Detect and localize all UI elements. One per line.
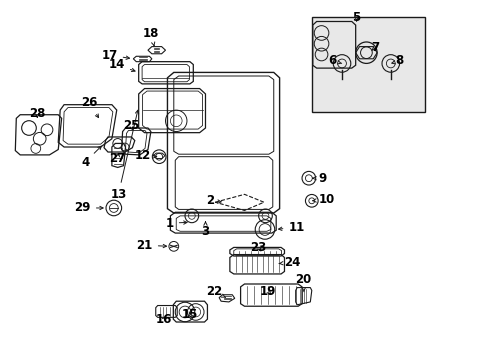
Text: 22: 22 [206, 285, 225, 298]
Text: 25: 25 [123, 119, 139, 132]
Text: 5: 5 [352, 12, 360, 24]
Text: 12: 12 [134, 149, 157, 162]
Text: 9: 9 [312, 172, 326, 185]
Text: 20: 20 [295, 273, 311, 292]
Text: 10: 10 [312, 193, 334, 206]
Text: 1: 1 [165, 216, 186, 230]
Text: 15: 15 [182, 308, 198, 321]
Text: 3: 3 [201, 222, 209, 238]
Text: 4: 4 [81, 146, 101, 168]
Text: 16: 16 [155, 313, 171, 327]
Text: 17: 17 [102, 49, 129, 62]
Text: 14: 14 [108, 58, 135, 72]
Text: 13: 13 [110, 110, 139, 201]
Text: 2: 2 [206, 194, 221, 207]
Text: 19: 19 [259, 285, 276, 298]
Text: 28: 28 [29, 107, 45, 120]
Text: 18: 18 [142, 27, 159, 46]
Text: 27: 27 [109, 152, 125, 165]
Text: 24: 24 [278, 256, 300, 269]
Bar [311, 17, 424, 112]
Text: 7: 7 [370, 41, 379, 54]
Text: 8: 8 [391, 54, 403, 67]
Text: 29: 29 [74, 202, 103, 215]
Text: 23: 23 [250, 241, 266, 254]
Text: 21: 21 [136, 239, 166, 252]
Text: 11: 11 [278, 221, 304, 234]
Text: 6: 6 [327, 54, 341, 67]
Text: 26: 26 [81, 96, 99, 118]
